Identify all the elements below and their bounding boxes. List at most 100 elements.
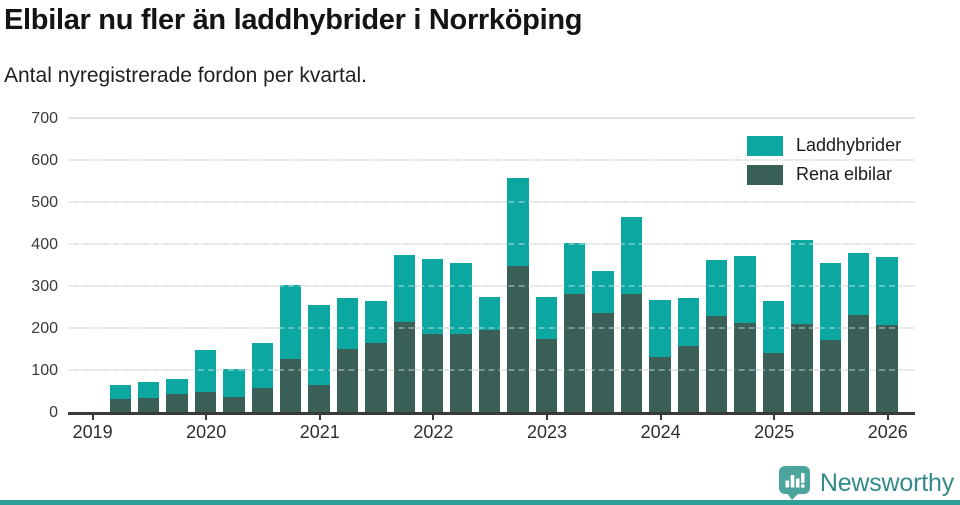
chart-subtitle: Antal nyregistrerade fordon per kvartal. xyxy=(4,64,368,87)
bar-segment-rena-elbilar xyxy=(194,392,217,413)
x-axis-tick-label: 2021 xyxy=(299,422,340,442)
gridline-overlay-400 xyxy=(68,243,915,245)
bar-segment-rena-elbilar xyxy=(705,315,728,413)
bar-2020-q1 xyxy=(194,349,217,413)
bar-2019-q2 xyxy=(109,384,132,413)
bar-segment-rena-elbilar xyxy=(677,345,700,413)
bar-segment-rena-elbilar xyxy=(336,348,359,413)
legend-item-rena-elbilar: Rena elbilar xyxy=(747,164,901,185)
bar-segment-rena-elbilar xyxy=(166,394,188,413)
bar-chart: 2019 2020 2021 2022 2023 2024 2025 2026 0 100 200… xyxy=(0,110,960,442)
y-axis-tick-label: 200 xyxy=(31,320,58,337)
bar-2021-q2 xyxy=(336,297,359,413)
bar-2024-q2 xyxy=(677,297,700,413)
bar-2023-q3 xyxy=(592,270,614,413)
bar-segment-laddhybrider xyxy=(308,305,330,386)
page-title: Elbilar nu fler än laddhybrider i Norrkö… xyxy=(4,4,583,36)
legend-label: Rena elbilar xyxy=(796,164,893,184)
bar-segment-rena-elbilar xyxy=(535,339,558,413)
bar-segment-laddhybrider xyxy=(819,262,842,340)
bar-2022-q3 xyxy=(478,296,501,413)
bar-segment-rena-elbilar xyxy=(620,294,643,413)
bar-segment-laddhybrider xyxy=(535,296,558,340)
bar-2022-q2 xyxy=(450,263,472,413)
x-axis-tick xyxy=(318,413,321,420)
gridline-overlay-200 xyxy=(68,327,915,329)
bar-2020-q3 xyxy=(251,342,274,413)
bar-segment-laddhybrider xyxy=(421,258,444,335)
bar-segment-rena-elbilar xyxy=(223,396,245,413)
logo-exclamation-dot xyxy=(800,484,805,488)
bar-2024-q4 xyxy=(734,255,756,413)
bar-2024-q1 xyxy=(649,300,671,413)
bar-segment-rena-elbilar xyxy=(279,358,302,413)
bar-segment-laddhybrider xyxy=(137,382,160,398)
x-axis-tick-label: 2019 xyxy=(72,422,113,442)
x-axis-tick-label: 2025 xyxy=(754,422,795,442)
bar-2020-q2 xyxy=(223,368,245,413)
bar-segment-laddhybrider xyxy=(336,297,359,349)
bar-segment-rena-elbilar xyxy=(563,294,586,413)
y-axis-tick-label: 100 xyxy=(31,362,58,379)
y-axis-tick-label: 0 xyxy=(49,404,58,421)
x-axis-tick-label: 2023 xyxy=(526,422,568,442)
bar-segment-laddhybrider xyxy=(365,301,387,344)
bar-2023-q4 xyxy=(620,217,643,413)
gridline-overlay-500 xyxy=(68,201,915,203)
y-axis-tick-label: 600 xyxy=(31,152,58,169)
gridline-700 xyxy=(68,117,915,119)
logo-bar-tall xyxy=(790,475,795,488)
newsworthy-logo-icon xyxy=(778,466,810,500)
plot-area: 2019 2020 2021 2022 2023 2024 2025 2026 xyxy=(68,117,915,442)
x-axis-tick-label: 2026 xyxy=(867,422,908,442)
bar-segment-laddhybrider xyxy=(194,349,217,392)
x-axis-tick xyxy=(91,413,94,420)
legend-item-laddhybrider: Laddhybrider xyxy=(747,135,901,156)
bar-segment-laddhybrider xyxy=(507,177,529,266)
bar-segment-rena-elbilar xyxy=(137,397,160,413)
bar-2026-q1 xyxy=(876,256,898,413)
gridline-300 xyxy=(68,285,915,287)
bar-segment-laddhybrider xyxy=(734,255,756,324)
bar-segment-laddhybrider xyxy=(649,300,671,358)
bar-segment-laddhybrider xyxy=(450,263,472,335)
bar-segment-laddhybrider xyxy=(109,384,132,400)
bar-segment-rena-elbilar xyxy=(450,334,472,413)
bar-segment-laddhybrider xyxy=(876,256,898,325)
bar-segment-rena-elbilar xyxy=(876,324,898,413)
bar-segment-laddhybrider xyxy=(847,252,870,315)
x-axis-tick xyxy=(659,413,662,420)
bar-segment-laddhybrider xyxy=(592,270,614,313)
bar-2021-q4 xyxy=(393,255,416,413)
bar-2022-q4 xyxy=(507,177,529,413)
y-axis-tick-label: 500 xyxy=(31,194,58,211)
bar-2019-q4 xyxy=(166,378,188,413)
chart-legend: Laddhybrider Rena elbilar xyxy=(747,135,901,193)
legend-swatch-rena-elbilar xyxy=(747,164,783,185)
bar-2023-q2 xyxy=(563,243,586,413)
bar-2021-q3 xyxy=(365,301,387,413)
logo-bar-small xyxy=(785,480,789,488)
bar-segment-rena-elbilar xyxy=(478,329,501,413)
x-axis-tick-label: 2022 xyxy=(413,422,454,442)
legend-label: Laddhybrider xyxy=(796,135,902,155)
newsworthy-logo[interactable]: Newsworthy xyxy=(778,466,954,500)
bar-segment-laddhybrider xyxy=(279,284,302,359)
gridline-600 xyxy=(68,159,915,161)
x-axis-tick-label: 2020 xyxy=(186,422,227,442)
x-axis-tick xyxy=(886,413,889,420)
bar-2024-q3 xyxy=(705,259,728,413)
gridline-500 xyxy=(68,201,915,203)
bar-2025-q1 xyxy=(762,301,785,413)
bar-2019-q3 xyxy=(137,382,160,413)
bar-segment-rena-elbilar xyxy=(507,266,529,413)
bar-segment-rena-elbilar xyxy=(308,385,330,413)
footer-accent-strip xyxy=(0,500,960,505)
bar-segment-rena-elbilar xyxy=(734,323,756,413)
bar-2025-q2 xyxy=(791,239,813,413)
x-axis-tick xyxy=(546,413,548,420)
legend-swatch-laddhybrider xyxy=(747,135,783,156)
x-axis-line xyxy=(68,412,915,415)
bar-segment-rena-elbilar xyxy=(393,322,416,413)
